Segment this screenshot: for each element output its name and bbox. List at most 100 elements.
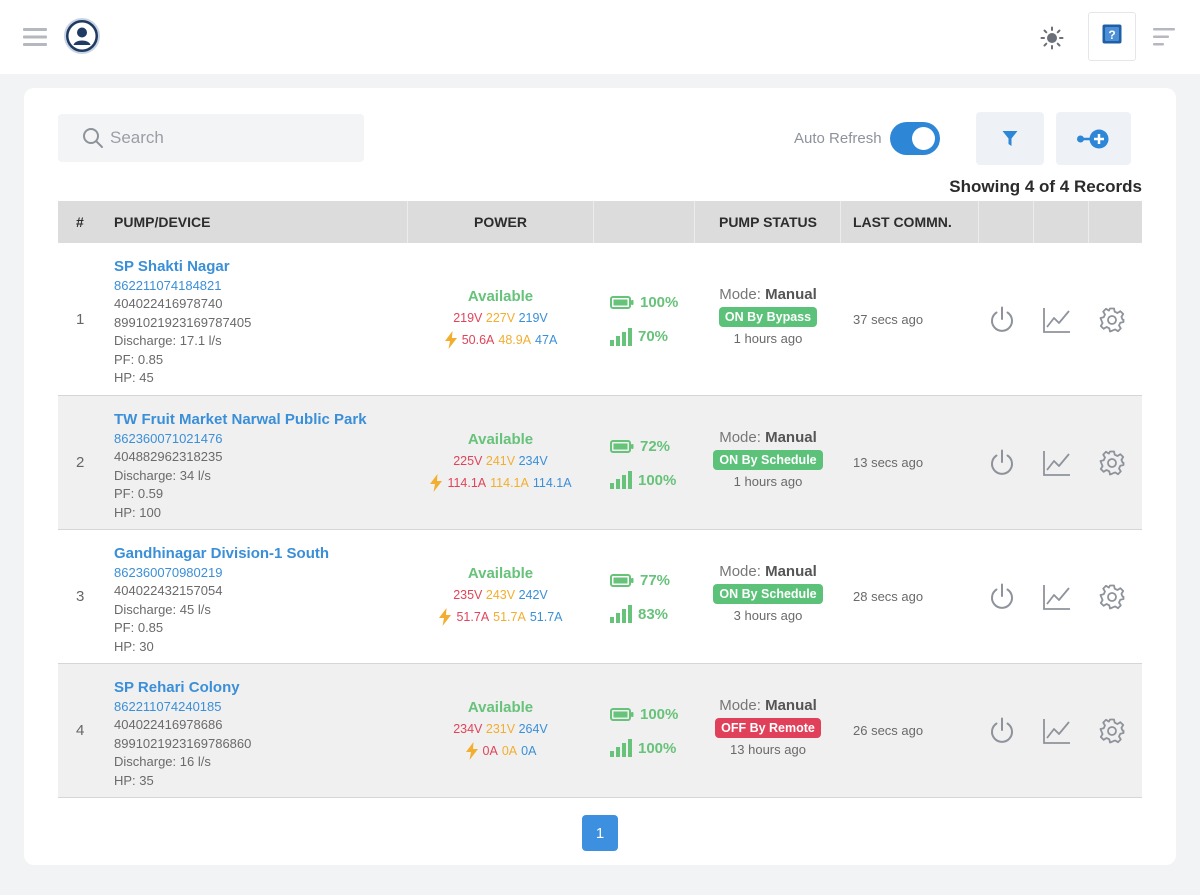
voltage-value: 264V bbox=[518, 722, 548, 736]
table-body: 1 SP Shakti Nagar 862211074184821 404022416… bbox=[58, 243, 1142, 798]
device-name-link[interactable]: SP Shakti Nagar bbox=[114, 258, 230, 275]
power-button[interactable] bbox=[987, 448, 1017, 478]
signal-strength: 100% bbox=[638, 471, 677, 489]
last-communication: 37 secs ago bbox=[853, 311, 924, 327]
settings-button[interactable] bbox=[1097, 305, 1127, 335]
power-status: Available bbox=[467, 287, 534, 305]
signal-bars-icon bbox=[610, 327, 632, 346]
settings-button[interactable] bbox=[1097, 448, 1127, 478]
search-input[interactable] bbox=[110, 128, 350, 148]
auto-refresh-toggle[interactable] bbox=[890, 122, 940, 155]
sun-icon[interactable] bbox=[1038, 24, 1066, 52]
status-time: 1 hours ago bbox=[733, 474, 803, 489]
add-device-button[interactable] bbox=[1056, 112, 1131, 165]
status-badge: OFF By Remote bbox=[715, 718, 821, 738]
current-readings: 50.6A 48.9A 47A bbox=[408, 330, 593, 349]
device-hp: HP: 45 bbox=[114, 370, 154, 386]
signal-strength: 83% bbox=[638, 605, 669, 623]
device-name-link[interactable]: SP Rehari Colony bbox=[114, 679, 240, 696]
power-button[interactable] bbox=[987, 305, 1017, 335]
power-status: Available bbox=[467, 431, 534, 448]
device-pf: PF: 0.85 bbox=[114, 351, 164, 367]
current-value: 114.1A bbox=[447, 476, 487, 490]
row-index: 4 bbox=[76, 722, 85, 739]
settings-button[interactable] bbox=[1097, 716, 1127, 746]
chart-button[interactable] bbox=[1042, 716, 1072, 746]
status-time: 3 hours ago bbox=[733, 608, 803, 623]
current-value: 48.9A bbox=[498, 332, 532, 347]
device-sim-id: 8991021923169787405 bbox=[114, 314, 252, 330]
records-count: Showing 4 of 4 Records bbox=[949, 177, 1142, 196]
device-health: 72% 100% bbox=[610, 436, 700, 490]
power-info: Available 234V 231V 264V 0A 0A 0A bbox=[408, 699, 593, 760]
page-1-button[interactable]: 1 bbox=[582, 815, 618, 851]
device-name-link[interactable]: TW Fruit Market Narwal Public Park bbox=[114, 411, 367, 428]
device-imei: 862211074240185 bbox=[114, 699, 222, 714]
device-list-card: Auto Refresh Showing 4 of 4 Records # PU… bbox=[24, 88, 1176, 865]
device-id: 404882962318235 bbox=[114, 449, 223, 465]
menu-lines-icon[interactable] bbox=[1152, 24, 1178, 50]
filter-button[interactable] bbox=[976, 112, 1044, 165]
device-hp: HP: 30 bbox=[114, 638, 154, 654]
gear-icon bbox=[1099, 584, 1125, 610]
voltage-value: 235V bbox=[453, 588, 483, 602]
device-table: # PUMP/DEVICE POWER PUMP STATUS LAST COM… bbox=[58, 201, 1142, 798]
voltage-value: 242V bbox=[518, 588, 548, 602]
filter-icon bbox=[1002, 130, 1018, 146]
voltage-readings: 225V 241V 234V bbox=[408, 454, 593, 468]
device-info: TW Fruit Market Narwal Public Park 862360… bbox=[114, 410, 367, 522]
row-index: 2 bbox=[76, 454, 85, 471]
row-index: 1 bbox=[76, 310, 85, 328]
table-row: 1 SP Shakti Nagar 862211074184821 404022416… bbox=[58, 243, 1142, 396]
device-info: Gandhinagar Division-1 South 862360070980… bbox=[114, 544, 329, 656]
device-id: 404022416978686 bbox=[114, 717, 223, 733]
current-value: 50.6A bbox=[461, 332, 495, 347]
chart-button[interactable] bbox=[1042, 582, 1072, 612]
battery-icon bbox=[610, 439, 634, 453]
device-health: 100% 100% bbox=[610, 704, 700, 758]
table-row: 3 Gandhinagar Division-1 South 86236007098… bbox=[58, 530, 1142, 664]
column-device: PUMP/DEVICE bbox=[114, 214, 211, 230]
current-value: 0A bbox=[521, 744, 537, 758]
power-button[interactable] bbox=[987, 582, 1017, 612]
current-value: 51.7A bbox=[493, 610, 526, 624]
power-info: Available 219V 227V 219V 50.6A 48.9A 47A bbox=[408, 288, 593, 349]
table-row: 4 SP Rehari Colony 862211074240185 40402241… bbox=[58, 664, 1142, 798]
pump-status: Mode: Manual ON By Schedule 1 hours ago bbox=[698, 429, 838, 489]
hamburger-icon[interactable] bbox=[22, 24, 48, 50]
current-value: 51.7A bbox=[456, 610, 490, 624]
device-info: SP Shakti Nagar 862211074184821 4040224169… bbox=[114, 257, 251, 387]
chart-button[interactable] bbox=[1042, 305, 1072, 335]
search-icon bbox=[83, 128, 103, 148]
power-button[interactable] bbox=[987, 716, 1017, 746]
gear-icon bbox=[1099, 718, 1125, 744]
pump-mode: Mode: Manual bbox=[719, 429, 817, 446]
row-index: 3 bbox=[76, 588, 85, 605]
voltage-value: 219V bbox=[453, 310, 483, 325]
chart-button[interactable] bbox=[1042, 448, 1072, 478]
search-box bbox=[58, 114, 364, 162]
lightning-icon bbox=[439, 608, 452, 626]
device-health: 100% 70% bbox=[610, 293, 700, 347]
voltage-value: 231V bbox=[485, 722, 516, 736]
settings-button[interactable] bbox=[1097, 582, 1127, 612]
device-hp: HP: 100 bbox=[114, 504, 161, 520]
device-sim-id: 8991021923169786860 bbox=[114, 735, 252, 751]
chart-icon bbox=[1043, 451, 1070, 476]
gear-icon bbox=[1099, 307, 1125, 332]
user-avatar-icon[interactable] bbox=[64, 18, 100, 54]
lightning-icon bbox=[430, 474, 443, 492]
last-communication: 28 secs ago bbox=[853, 589, 924, 604]
power-status: Available bbox=[467, 699, 534, 716]
battery-level: 100% bbox=[640, 294, 679, 311]
status-badge: ON By Schedule bbox=[713, 450, 823, 470]
device-imei: 862211074184821 bbox=[114, 278, 222, 293]
current-value: 114.1A bbox=[490, 476, 529, 490]
help-button[interactable]: ? bbox=[1088, 12, 1136, 61]
power-info: Available 235V 243V 242V 51.7A 51.7A 51.7A bbox=[408, 565, 593, 626]
device-name-link[interactable]: Gandhinagar Division-1 South bbox=[114, 545, 330, 562]
battery-icon bbox=[610, 296, 634, 309]
signal-strength: 100% bbox=[638, 739, 677, 757]
power-icon bbox=[991, 449, 1013, 475]
battery-level: 72% bbox=[640, 437, 671, 455]
